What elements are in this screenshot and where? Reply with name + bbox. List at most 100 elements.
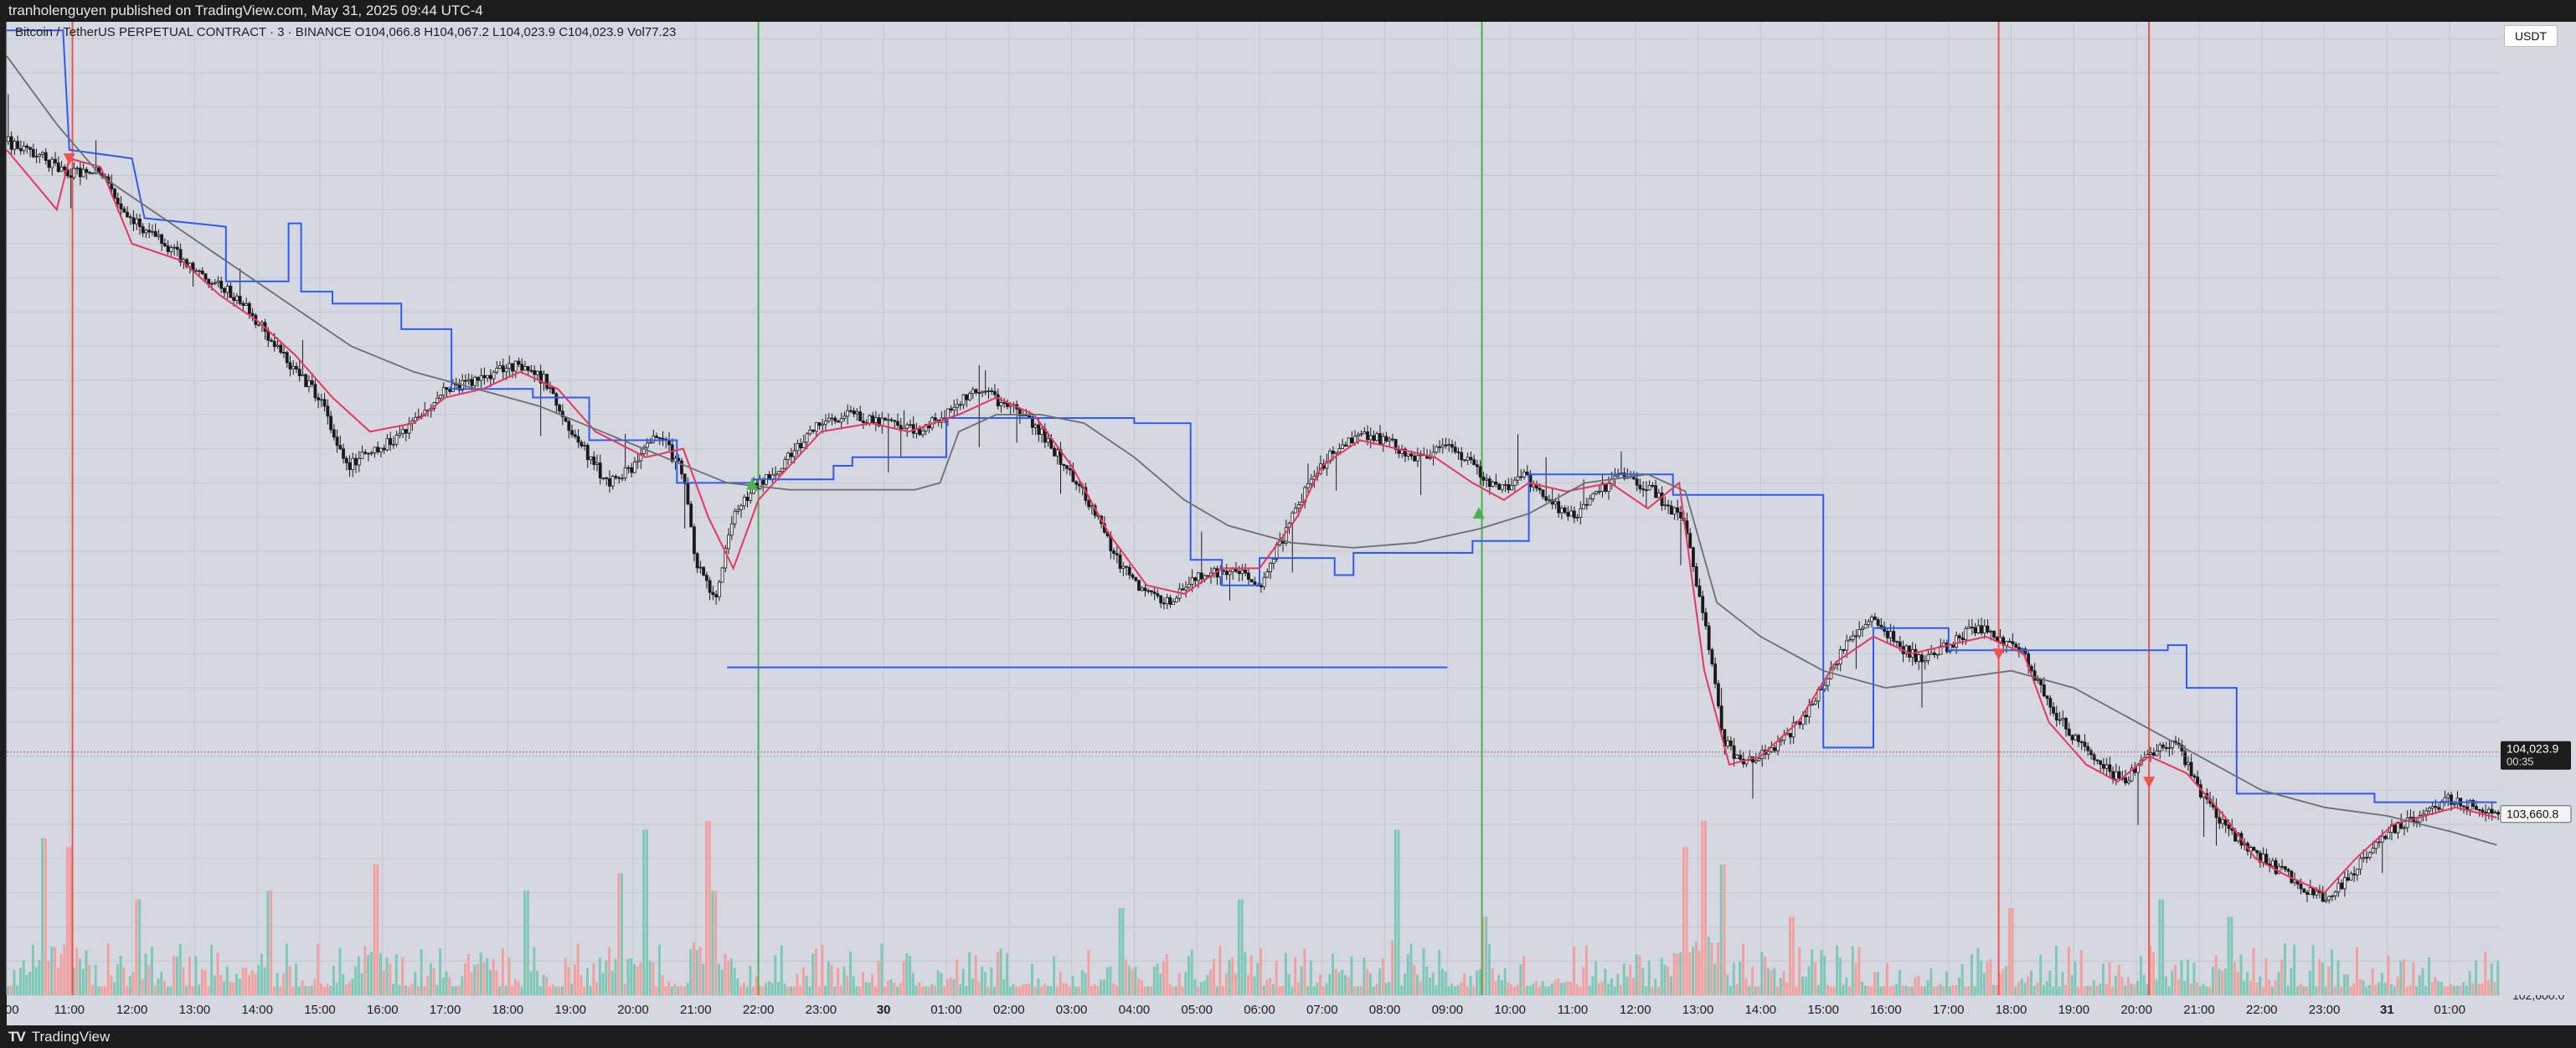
volume-bar: [63, 944, 66, 995]
volume-bar: [1084, 973, 1087, 995]
footer-bar: TV TradingView: [0, 1025, 2576, 1048]
volume-bar: [1575, 983, 1579, 995]
candle-body: [1584, 503, 1589, 506]
tradingview-mark-icon: TV: [8, 1029, 26, 1045]
candle-body: [513, 360, 518, 372]
volume-bar: [1397, 829, 1400, 995]
volume-bar: [2130, 983, 2133, 995]
volume-bar: [1823, 955, 1826, 995]
volume-bar: [855, 986, 858, 995]
volume-bar: [31, 944, 34, 995]
volume-bar: [276, 973, 279, 995]
volume-bar: [1256, 963, 1260, 995]
volume-bar: [526, 891, 529, 995]
candle-body: [642, 447, 646, 454]
candle-body: [1870, 617, 1874, 622]
volume-bar: [2427, 957, 2430, 995]
candle-body: [338, 445, 343, 450]
volume-bar: [379, 952, 383, 995]
currency-button[interactable]: USDT: [2504, 25, 2558, 47]
candle-body: [507, 363, 512, 369]
volume-bar: [570, 983, 574, 995]
volume-bar: [1723, 865, 1726, 995]
volume-bar: [1836, 945, 1839, 995]
candle-body: [279, 344, 283, 353]
volume-bar: [1012, 984, 1015, 995]
candle-body: [1575, 516, 1579, 519]
volume-bar: [1667, 966, 1670, 995]
volume-bar: [821, 945, 824, 995]
volume-bar: [200, 968, 204, 995]
volume-bar: [1440, 968, 1444, 995]
ohlc-close: C104,023.9: [559, 25, 624, 39]
volume-bar: [1102, 979, 1105, 995]
time-tick-label: 17:00: [430, 1003, 461, 1017]
candle-body: [2252, 847, 2256, 851]
volume-bar: [1181, 986, 1184, 995]
candle-body: [1476, 464, 1479, 467]
volume-bar: [2336, 960, 2340, 995]
volume-bar: [2117, 965, 2120, 995]
candle-body: [1656, 492, 1661, 498]
volume-bar: [2487, 979, 2491, 995]
candle-body: [2374, 841, 2378, 849]
candle-body: [2264, 854, 2269, 865]
candle-body: [6, 136, 10, 142]
candle-body: [1651, 484, 1655, 487]
candle-body: [241, 302, 245, 306]
volume-bar: [1460, 982, 1463, 995]
volume-bar: [2221, 970, 2224, 995]
volume-bar: [1450, 983, 1454, 995]
volume-bar: [1728, 985, 1732, 995]
tradingview-logo[interactable]: TV TradingView: [8, 1025, 110, 1048]
candle-body: [1960, 638, 1965, 641]
candle-body: [1460, 452, 1464, 461]
volume-bar: [1955, 984, 1958, 995]
volume-bar: [1895, 983, 1899, 995]
candle-body: [2299, 884, 2303, 890]
candle-body: [1908, 645, 1911, 658]
candle-body: [2164, 746, 2168, 749]
candle-body: [1143, 587, 1147, 591]
volume-bar: [2255, 982, 2259, 995]
volume-bar: [1265, 979, 1269, 995]
volume-bar: [2306, 986, 2309, 995]
time-tick-label: 08:00: [1369, 1003, 1401, 1017]
candle-body: [72, 168, 76, 178]
volume-bar: [1372, 986, 1375, 995]
volume-bar: [106, 943, 110, 995]
volume-bar: [1811, 949, 1814, 995]
candle-body: [2221, 818, 2224, 824]
volume-bar: [482, 962, 486, 995]
volume-bar: [1476, 970, 1479, 995]
candle-body: [971, 389, 975, 395]
indicator-lines: [6, 29, 2497, 894]
publish-info: tranholenguyen published on TradingView.…: [8, 3, 483, 18]
candle-body: [2387, 831, 2391, 839]
volume-bar: [2124, 985, 2127, 995]
candle-body: [476, 376, 480, 381]
volume-bar: [2390, 983, 2393, 995]
candle-body: [329, 416, 332, 431]
candle-body: [119, 204, 123, 209]
volume-bar: [592, 963, 595, 995]
candle-body: [1065, 465, 1069, 469]
volume-bar: [131, 972, 135, 995]
candle-body: [473, 376, 477, 386]
volume-bar: [889, 979, 893, 995]
volume-bar: [513, 978, 517, 995]
candle-body: [63, 166, 67, 171]
candle-body: [1224, 570, 1229, 576]
candle-body: [2077, 735, 2080, 742]
volume-bar: [2459, 985, 2462, 995]
signal-vertical-lines: [71, 22, 2151, 995]
volume-bar: [1873, 972, 1877, 995]
volume-bar: [2327, 966, 2331, 995]
candle-body: [1804, 715, 1808, 718]
candle-body: [1838, 649, 1842, 665]
time-tick-label: 23:00: [2309, 1003, 2341, 1017]
candle-body: [2032, 670, 2037, 681]
volume-bar: [2399, 961, 2403, 995]
candle-body: [1557, 501, 1561, 514]
